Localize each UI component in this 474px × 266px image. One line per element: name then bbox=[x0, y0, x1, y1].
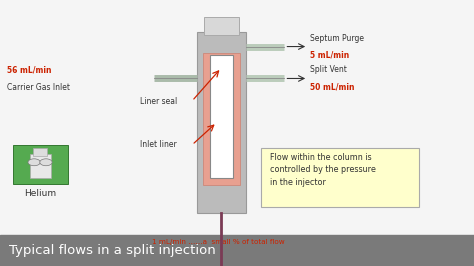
Bar bbox=[0, 235, 474, 266]
Text: 50 mL/min: 50 mL/min bbox=[310, 82, 355, 92]
Text: 1 mL/min ……a  small % of total flow: 1 mL/min ……a small % of total flow bbox=[152, 239, 284, 245]
Text: Inlet liner: Inlet liner bbox=[140, 140, 177, 149]
Text: 5 mL/min: 5 mL/min bbox=[310, 51, 350, 60]
Circle shape bbox=[40, 159, 52, 166]
Text: Helium: Helium bbox=[24, 189, 56, 198]
Text: Typical flows in a split injection: Typical flows in a split injection bbox=[9, 244, 215, 257]
Bar bbox=[33, 148, 47, 156]
Bar bbox=[13, 145, 68, 184]
Text: 56 mL/min: 56 mL/min bbox=[7, 65, 52, 74]
Text: Split Vent: Split Vent bbox=[310, 65, 347, 74]
Circle shape bbox=[28, 159, 40, 166]
Text: Septum Purge: Septum Purge bbox=[310, 34, 365, 43]
Text: Carrier Gas Inlet: Carrier Gas Inlet bbox=[7, 83, 70, 92]
Bar bbox=[204, 17, 239, 35]
FancyBboxPatch shape bbox=[261, 148, 419, 207]
Bar bbox=[203, 53, 240, 185]
Text: Flow within the column is
controlled by the pressure
in the injector: Flow within the column is controlled by … bbox=[270, 153, 376, 187]
Bar bbox=[197, 32, 246, 213]
Bar bbox=[30, 154, 51, 178]
Text: Liner seal: Liner seal bbox=[140, 97, 177, 106]
Bar bbox=[210, 55, 233, 178]
